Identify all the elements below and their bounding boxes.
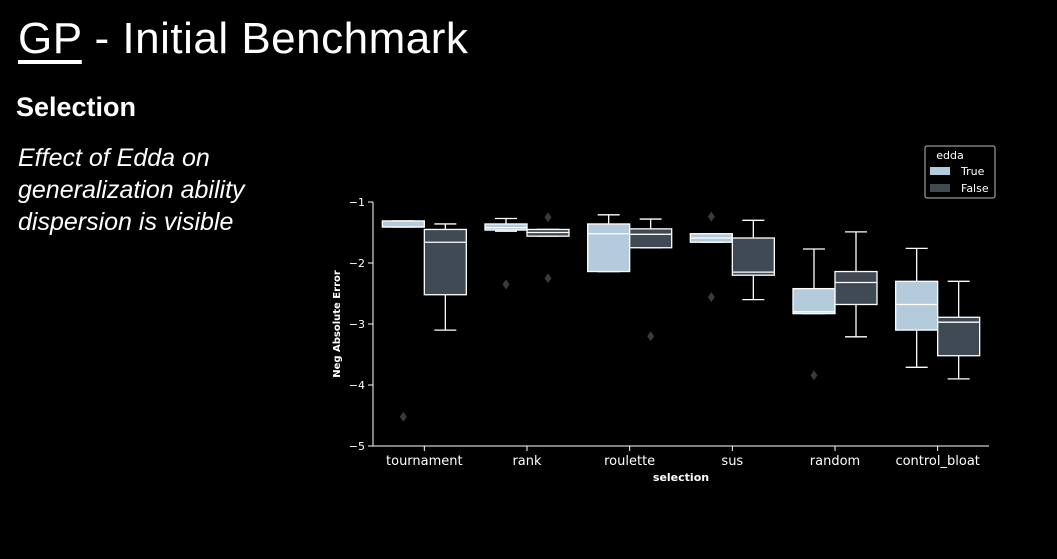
box-iqr (895, 280, 939, 331)
box-false-tournament (423, 223, 467, 331)
outlier-point (810, 370, 818, 381)
x-ticks: tournament rank roulette sus random control_b… (386, 446, 980, 469)
legend-label-false: False (961, 182, 989, 195)
box-iqr (937, 316, 981, 357)
y-tick-label: −2 (349, 257, 365, 270)
y-tick-label: −3 (349, 318, 365, 331)
x-tick-label: tournament (386, 454, 463, 469)
outlier-point (399, 411, 407, 422)
legend-title: edda (936, 149, 963, 162)
box-iqr (423, 228, 467, 296)
chart-legend: edda True False (924, 145, 996, 199)
outlier-point (647, 331, 655, 342)
outlier-point (707, 211, 715, 222)
box-true-sus (689, 211, 733, 303)
x-tick-label: roulette (604, 454, 655, 469)
x-tick-label: rank (512, 454, 542, 469)
description-line: generalization ability (18, 176, 245, 204)
box-series (381, 211, 981, 422)
box-false-rank (526, 212, 570, 284)
title-prefix: GP (18, 14, 82, 63)
box-false-roulette (629, 218, 673, 342)
x-axis-label: selection (653, 471, 709, 484)
description-line: Effect of Edda on (18, 144, 210, 172)
box-iqr (381, 220, 425, 228)
box-false-random (834, 231, 878, 338)
x-tick-label: sus (721, 454, 743, 469)
box-iqr (834, 270, 878, 306)
outlier-point (544, 212, 552, 223)
slide-subtitle: Selection (16, 92, 137, 122)
box-iqr (731, 237, 775, 276)
outlier-point (544, 273, 552, 284)
legend-swatch-false (930, 184, 950, 192)
box-iqr (792, 287, 836, 315)
box-false-sus (731, 219, 775, 301)
box-true-rank (484, 217, 528, 290)
outlier-point (502, 279, 510, 290)
slide-description: Effect of Edda on generalization ability… (18, 142, 318, 238)
outlier-point (707, 292, 715, 303)
y-tick-label: −5 (349, 440, 365, 453)
y-axis-label: Neg Absolute Error (332, 270, 343, 378)
box-true-random (792, 248, 836, 381)
legend-swatch-true (930, 167, 950, 175)
y-tick-label: −4 (349, 379, 365, 392)
y-ticks: −5 −4 −3 −2 −1 (349, 196, 373, 453)
box-iqr (629, 228, 673, 249)
box-true-roulette (587, 214, 631, 273)
description-line: dispersion is visible (18, 208, 234, 236)
box-true-tournament (381, 220, 425, 422)
x-tick-label: control_bloat (895, 454, 979, 469)
box-false-control_bloat (937, 280, 981, 380)
x-tick-label: random (810, 454, 860, 469)
title-rest: - Initial Benchmark (81, 14, 469, 63)
box-iqr (587, 223, 631, 273)
box-true-control_bloat (895, 247, 939, 368)
legend-label-true: True (960, 165, 985, 178)
y-tick-label: −1 (349, 196, 365, 209)
slide-title: GP - Initial Benchmark (18, 14, 468, 64)
